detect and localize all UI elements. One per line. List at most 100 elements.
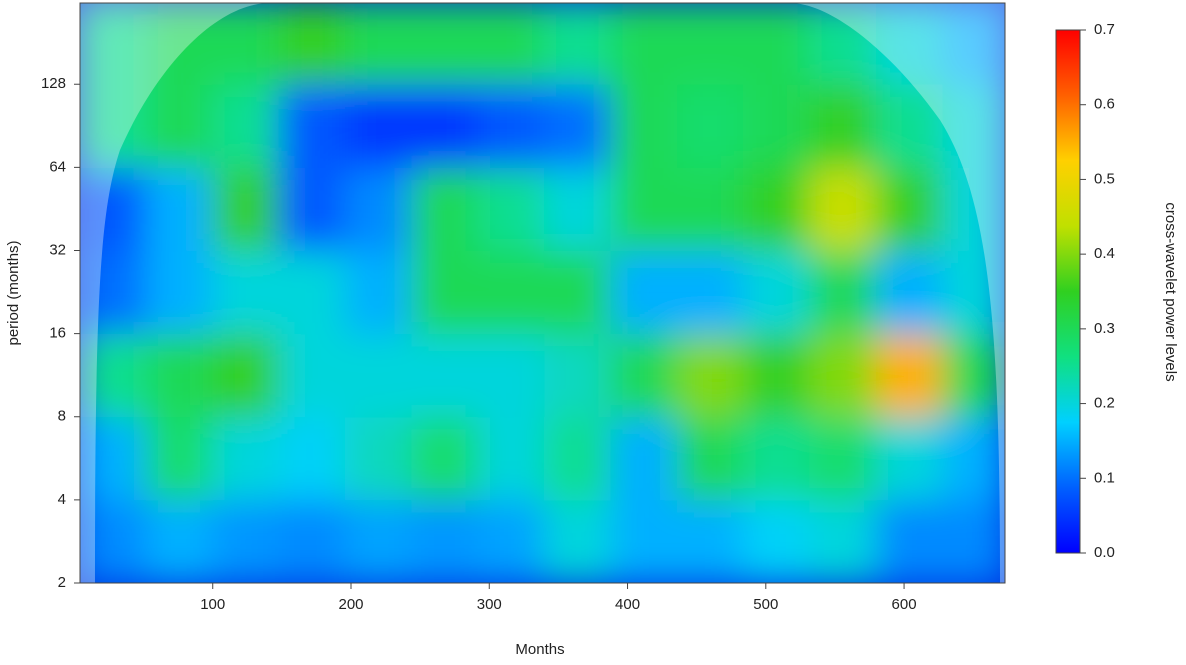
heatmap-cell [610,499,678,583]
heatmap-cell [278,416,346,501]
heatmap-cell [145,166,214,251]
heatmap-cell [80,333,147,418]
heatmap-cell [610,333,678,418]
heatmap-cell [743,333,811,418]
heatmap-cell [278,499,346,583]
heatmap-cell [278,166,346,251]
heatmap-cell [212,83,280,168]
heatmap-cell [676,249,745,335]
heatmap-cell [676,416,745,501]
heatmap-cell [145,333,214,418]
heatmap-cell [145,499,214,583]
heatmap-cell [212,333,280,418]
heatmap-cell [676,83,745,168]
heatmap-cell [344,83,413,168]
colorbar-tick-label: 0.4 [1094,245,1115,262]
heatmap-cell [145,249,214,335]
heatmap-cell [676,166,745,251]
heatmap-cell [411,166,479,251]
heatmap-cell [676,499,745,583]
heatmap-cell [411,249,479,335]
heatmap-cell [278,3,346,85]
heatmap-cell [344,3,413,85]
heatmap-cell [411,416,479,501]
heatmap-cell [676,3,745,85]
heatmap-cell [477,416,546,501]
heatmap-cell [875,3,944,85]
heatmap-cell [875,333,944,418]
heatmap-cell [145,3,214,85]
heatmap-cell [544,249,612,335]
heatmap-cell [212,3,280,85]
heatmap-cell [743,166,811,251]
heatmap-cell [477,499,546,583]
heatmap-cell [477,83,546,168]
colorbar-tick-label: 0.5 [1094,170,1115,187]
heatmap-cell [278,83,346,168]
heatmap [80,3,1005,583]
heatmap-cell [942,166,1005,251]
heatmap-cell [411,3,479,85]
heatmap-cell [875,166,944,251]
colorbar-tick-label: 0.2 [1094,395,1115,412]
heatmap-cell [809,83,877,168]
colorbar-tick-label: 0.1 [1094,469,1115,486]
heatmap-cell [942,249,1005,335]
heatmap-cell [212,249,280,335]
heatmap-cell [875,416,944,501]
heatmap-cell [809,333,877,418]
x-axis-label: Months [515,641,564,658]
heatmap-cell [676,333,745,418]
heatmap-cell [610,416,678,501]
x-tick-label: 400 [615,596,640,613]
heatmap-cell [145,416,214,501]
heatmap-cell [344,249,413,335]
heatmap-cell [344,333,413,418]
heatmap-cell [212,416,280,501]
heatmap-cell [411,83,479,168]
heatmap-cell [875,83,944,168]
heatmap-cell [544,416,612,501]
x-tick-label: 600 [892,596,917,613]
heatmap-cell [809,499,877,583]
x-tick-label: 500 [753,596,778,613]
heatmap-cell [411,333,479,418]
heatmap-cell [544,83,612,168]
colorbar-tick-label: 0.7 [1094,21,1115,38]
heatmap-cell [80,416,147,501]
heatmap-cell [942,3,1005,85]
heatmap-cell [809,249,877,335]
heatmap-cell [212,166,280,251]
heatmap-cell [544,166,612,251]
plot-frame [79,2,1006,584]
heatmap-cell [809,166,877,251]
heatmap-cell [80,3,147,85]
cone-of-influence [80,3,1005,583]
heatmap-cell [344,166,413,251]
heatmap-cell [278,249,346,335]
heatmap-cell [80,249,147,335]
heatmap-cell [875,249,944,335]
y-tick-label: 16 [49,325,66,342]
y-tick-label: 64 [49,158,66,175]
heatmap-cell [344,499,413,583]
heatmap-cell [544,3,612,85]
heatmap-cells [80,3,1005,583]
heatmap-cell [875,499,944,583]
heatmap-cell [743,3,811,85]
heatmap-cell [610,249,678,335]
heatmap-cell [942,416,1005,501]
heatmap-cell [544,333,612,418]
heatmap-cell [477,166,546,251]
heatmap-cell [610,166,678,251]
x-tick-label: 100 [200,596,225,613]
y-tick-label: 8 [58,408,66,425]
heatmap-cell [809,3,877,85]
y-tick-label: 128 [41,75,66,92]
heatmap-cell [809,416,877,501]
heatmap-cell [477,249,546,335]
heatmap-cell [212,499,280,583]
colorbar-label: cross-wavelet power levels [1162,202,1179,381]
colorbar-tick-label: 0.6 [1094,96,1115,113]
